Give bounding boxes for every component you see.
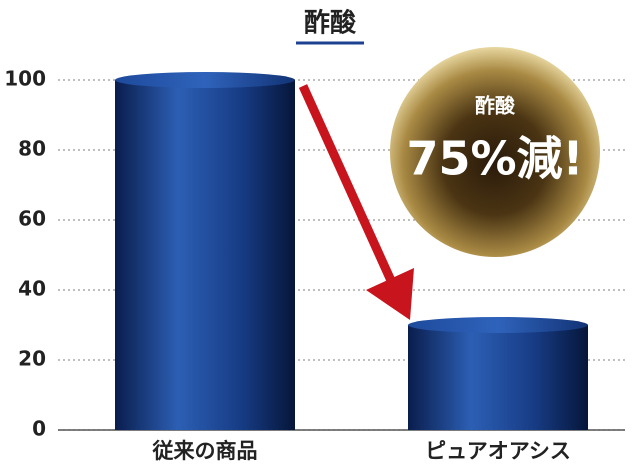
badge-value: 75%減! <box>406 132 583 186</box>
badge-circle <box>390 47 600 257</box>
y-tick-label: 60 <box>18 207 46 231</box>
badge-label: 酢酸 <box>475 94 516 118</box>
arrow-shaft <box>298 84 398 287</box>
y-tick-label: 0 <box>32 417 46 441</box>
bar <box>408 317 588 430</box>
bar-body <box>408 325 588 430</box>
bar <box>115 72 295 430</box>
bars <box>115 72 588 430</box>
x-tick-label: ピュアオアシス <box>425 439 571 463</box>
bar-top <box>115 72 295 88</box>
bar-body <box>115 80 295 430</box>
y-tick-label: 80 <box>18 137 46 161</box>
badge: 酢酸 75%減! <box>390 47 600 257</box>
y-tick-label: 40 <box>18 277 46 301</box>
arrow <box>298 84 414 320</box>
y-tick-label: 20 <box>18 347 46 371</box>
chart-title: 酢酸 <box>304 9 357 39</box>
x-tick-label: 従来の商品 <box>152 439 258 463</box>
y-tick-label: 100 <box>4 67 46 91</box>
bar-top <box>408 317 588 333</box>
arrow-head <box>366 268 414 320</box>
